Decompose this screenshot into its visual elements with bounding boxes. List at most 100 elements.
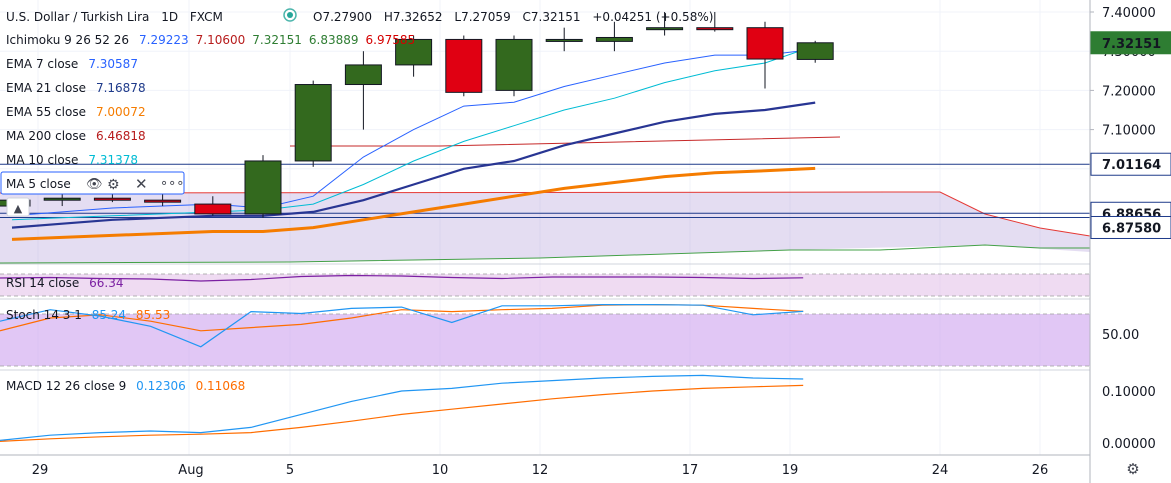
stoch-label: Stoch 14 3 1	[6, 308, 82, 322]
candle[interactable]	[746, 21, 784, 89]
chevron-up-icon: ▲	[14, 202, 23, 215]
price-badge: 6.87580	[1090, 215, 1171, 239]
legend-value: 6.46818	[96, 129, 146, 143]
candle-body	[746, 27, 784, 60]
ohlc-low: L7.27059	[454, 10, 510, 24]
time-tick-label: 17	[682, 463, 699, 478]
legend-label: MA 200 close	[6, 129, 86, 143]
svg-text:MACD 12 26 close 9 0.123: MACD 12 26 close 9 0.12306 0.11068	[6, 379, 245, 393]
svg-text:RSI 14 close 66.34: RSI 14 close 66.34	[6, 276, 124, 290]
price-axis[interactable]: 7.400007.300007.200007.100007.000006.900…	[1089, 0, 1171, 483]
senkou-b-line	[0, 191, 1091, 237]
legend-value: 6.83889	[309, 33, 359, 47]
legend-label: EMA 55 close	[6, 105, 86, 119]
legend-label: EMA 21 close	[6, 81, 86, 95]
macd-tick-label: 0.00000	[1102, 437, 1156, 452]
more-icon[interactable]: ∘∘∘	[160, 176, 184, 191]
candle[interactable]	[696, 12, 734, 32]
price-badge: 7.32151	[1090, 31, 1171, 55]
price-tick-label: 7.20000	[1102, 84, 1156, 99]
time-tick-label: 24	[932, 463, 949, 478]
candle-body	[595, 36, 633, 42]
exchange: FXCM	[190, 10, 223, 24]
macd-signal-value: 0.11068	[196, 379, 246, 393]
legend-row: MA 10 close 7.31378	[6, 153, 138, 167]
candles[interactable]	[0, 12, 834, 218]
senkou-a-line	[0, 244, 1090, 264]
legend-row: MA 200 close 6.46818	[6, 129, 146, 143]
legend-row: EMA 55 close 7.00072	[6, 105, 146, 119]
series-line	[11, 48, 816, 217]
candle-body	[796, 42, 834, 60]
legend-value: 7.00072	[96, 105, 146, 119]
legend-label: MA 10 close	[6, 153, 78, 167]
candle[interactable]	[244, 155, 282, 218]
candle[interactable]	[144, 194, 182, 207]
series-line	[11, 101, 816, 229]
candle-body	[43, 197, 81, 201]
price-badge-label: 6.87580	[1102, 221, 1161, 236]
rsi-value: 66.34	[89, 276, 123, 290]
price-badge-label: 7.01164	[1102, 158, 1161, 173]
candle-body	[445, 38, 483, 93]
candle-body	[93, 197, 131, 201]
series-line	[11, 166, 816, 241]
candle[interactable]	[194, 196, 232, 216]
legend-value: 6.97585	[366, 33, 416, 47]
indicator-panes	[0, 263, 1090, 371]
candle-body	[545, 38, 583, 42]
candle[interactable]	[595, 21, 633, 52]
legend-label: Ichimoku 9 26 52 26	[6, 33, 129, 47]
legend-row: EMA 7 close 7.30587	[6, 57, 138, 71]
macd-value: 0.12306	[136, 379, 186, 393]
time-axis[interactable]: 29 Aug 5 10 12 17 19 24 26 ⚙	[0, 454, 1140, 478]
settings-icon[interactable]: ⚙	[107, 177, 120, 193]
indicator-lines	[0, 274, 804, 442]
ma5-legend-box[interactable]	[0, 171, 185, 195]
candle[interactable]	[646, 12, 684, 36]
ohlc-high: H7.32652	[384, 10, 443, 24]
ohlc-change: +0.04251 (+0.58%)	[592, 10, 713, 24]
grid	[0, 0, 1090, 455]
legend-value: 7.16878	[96, 81, 146, 95]
rsi-label: RSI 14 close	[6, 276, 79, 290]
legend-value: 7.30587	[88, 57, 138, 71]
candle-body	[344, 64, 382, 86]
ma5-label: MA 5 close	[6, 177, 71, 191]
gear-icon[interactable]: ⚙	[1126, 460, 1139, 478]
svg-text:Stoch 14 3 1 85.24: Stoch 14 3 1 85.24 85.53	[6, 308, 170, 322]
legend-label: EMA 7 close	[6, 57, 78, 71]
price-badge-label: 7.32151	[1102, 37, 1161, 52]
legend: U.S. Dollar / Turkish Lira 1D FXCM O7.27…	[0, 8, 713, 217]
candle[interactable]	[796, 40, 834, 63]
candle-body	[696, 27, 734, 31]
legend-value: 7.29223	[139, 33, 189, 47]
eye-icon[interactable]: 👁	[86, 177, 103, 192]
symbol-name: U.S. Dollar / Turkish Lira	[6, 10, 149, 24]
stoch-band	[0, 314, 1090, 366]
stoch-k-line	[0, 304, 804, 348]
candle-body	[395, 38, 433, 66]
time-tick-label: 12	[532, 463, 549, 478]
legend-value: 7.10600	[196, 33, 246, 47]
indicator-legends: RSI 14 close 66.34 Stoch 14 3 1 85.24 85…	[6, 276, 245, 393]
ohlc-close: C7.32151	[523, 10, 581, 24]
interval: 1D	[161, 10, 178, 24]
candle-body	[244, 160, 282, 215]
candle[interactable]	[294, 80, 332, 167]
time-tick-label: 10	[432, 463, 449, 478]
macd-label: MACD 12 26 close 9	[6, 379, 126, 393]
close-icon[interactable]: ✕	[135, 175, 148, 193]
candle[interactable]	[344, 51, 382, 130]
candle[interactable]	[545, 27, 583, 52]
candle[interactable]	[395, 35, 433, 77]
time-tick-label: 5	[286, 463, 294, 478]
collapse-legend-button[interactable]	[6, 197, 30, 217]
candle-body	[144, 199, 182, 203]
stoch-k-value: 85.24	[92, 308, 126, 322]
candle[interactable]	[495, 35, 533, 97]
candle[interactable]	[445, 35, 483, 97]
price-tick-label: 7.40000	[1102, 6, 1156, 21]
time-tick-label: Aug	[178, 463, 203, 478]
